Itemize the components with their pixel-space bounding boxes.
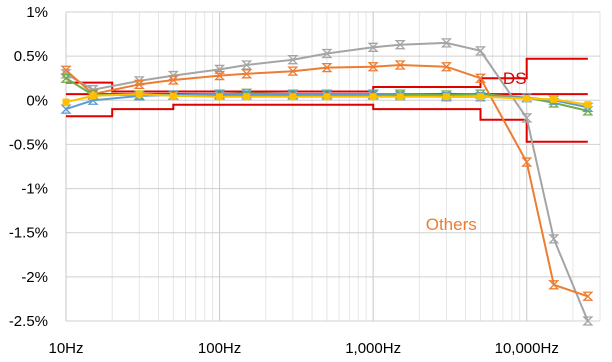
data-point: [287, 66, 299, 76]
annotation-ds: DS: [503, 69, 527, 88]
y-tick-label: -2%: [21, 269, 48, 286]
data-point: [521, 157, 533, 167]
y-tick-label: 1%: [26, 4, 48, 21]
data-point: [474, 46, 487, 56]
data-point: [396, 93, 404, 101]
data-point: [474, 73, 487, 83]
data-point: [548, 234, 560, 244]
data-point: [62, 98, 70, 106]
data-point: [60, 73, 72, 83]
data-point: [167, 75, 179, 85]
data-point: [548, 280, 560, 290]
data-point: [321, 48, 333, 59]
data-point: [289, 93, 297, 101]
data-point: [214, 64, 226, 75]
limit-line-lower: [66, 103, 588, 143]
data-point: [241, 69, 253, 79]
y-tick-label: -2.5%: [9, 313, 48, 330]
data-point: [135, 90, 143, 98]
data-point: [243, 93, 251, 101]
y-tick-label: 0.5%: [14, 48, 48, 65]
data-point: [584, 101, 592, 109]
data-point: [440, 38, 452, 48]
data-point: [89, 92, 97, 100]
x-tick-label: 1,000Hz: [345, 340, 401, 357]
x-axis-labels: 10Hz 100Hz 1,000Hz 10,000Hz: [48, 340, 558, 357]
data-point: [476, 93, 484, 101]
x-tick-label: 100Hz: [198, 340, 241, 357]
data-point: [367, 42, 379, 52]
data-point: [440, 62, 452, 72]
data-point: [582, 316, 594, 326]
data-point: [442, 93, 450, 101]
data-point: [169, 92, 177, 100]
series-group: [60, 38, 594, 326]
data-point: [523, 95, 531, 103]
data-point: [241, 60, 253, 70]
data-point: [323, 93, 331, 101]
y-tick-label: 0%: [26, 92, 48, 109]
data-point: [321, 62, 333, 73]
data-point: [287, 55, 299, 65]
data-point: [369, 93, 377, 101]
y-tick-label: -1%: [21, 181, 48, 198]
annotations: DS Others: [426, 69, 527, 234]
data-point: [216, 93, 224, 101]
data-point: [582, 291, 594, 301]
annotation-others: Others: [426, 215, 477, 234]
y-tick-label: -1.5%: [9, 225, 48, 242]
data-point: [367, 62, 379, 72]
y-tick-label: -0.5%: [9, 136, 48, 153]
data-point: [521, 113, 533, 123]
x-tick-label: 10,000Hz: [495, 340, 559, 357]
data-point: [550, 95, 558, 103]
data-point: [394, 60, 406, 70]
data-point: [133, 79, 145, 90]
x-tick-label: 10Hz: [48, 340, 83, 357]
data-point: [214, 70, 226, 81]
major-grid: [65, 11, 600, 322]
y-axis-labels: 1% 0.5% 0% -0.5% -1% -1.5% -2% -2.5%: [9, 4, 48, 330]
data-point: [394, 40, 406, 50]
